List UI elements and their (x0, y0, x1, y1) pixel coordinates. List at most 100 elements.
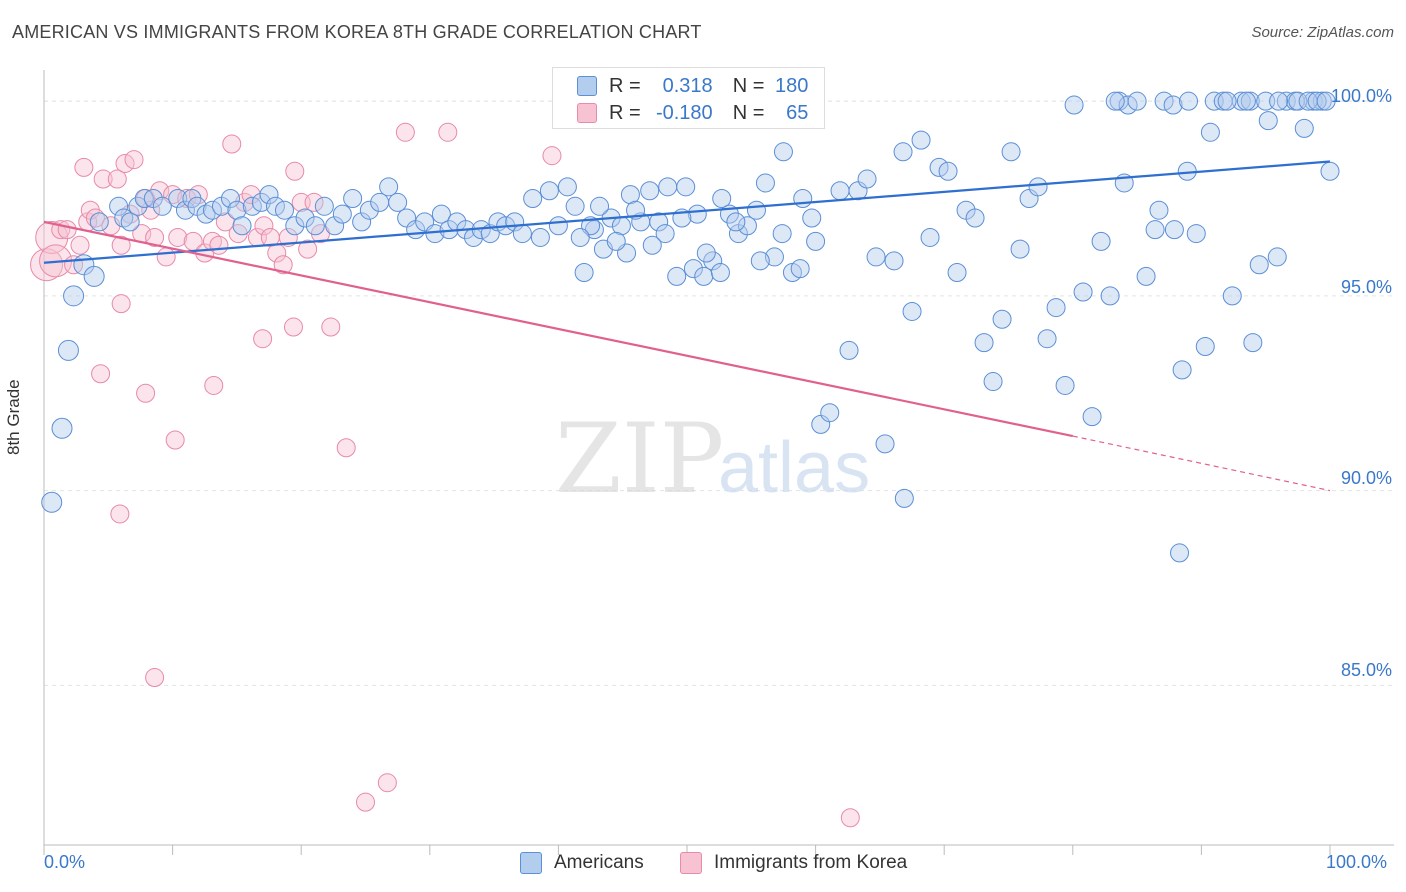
korea-point (111, 294, 131, 314)
american-point (1149, 200, 1169, 220)
american-point (642, 235, 662, 255)
stats-legend: R = 0.318 N = 180 R = -0.180 N = 65 (552, 67, 825, 129)
korea-point (124, 150, 144, 170)
american-point (388, 192, 408, 212)
american-point (352, 212, 372, 232)
american-point (251, 192, 271, 212)
americans-n-value: 180 (775, 74, 809, 97)
legend-item-americans[interactable]: Americans (520, 852, 644, 874)
korea-point (70, 235, 90, 255)
american-point (332, 204, 352, 224)
source-label: Source: ZipAtlas.com (1251, 24, 1394, 41)
american-point (1046, 298, 1066, 318)
american-point (343, 189, 363, 209)
american-point (539, 181, 559, 201)
x-tick-label-100: 100.0% (1326, 852, 1388, 872)
american-point (325, 216, 345, 236)
korea-point (57, 220, 77, 240)
korea-point (145, 227, 165, 247)
americans-trend-line (43, 160, 1331, 264)
y-axis-label: 8th Grade (4, 379, 23, 455)
american-point (802, 208, 822, 228)
american-point (1164, 220, 1184, 240)
korea-point (156, 247, 176, 267)
american-point (894, 488, 914, 508)
trend-lines (43, 160, 1331, 492)
legend-row-americans: R = 0.318 N = 180 (577, 74, 808, 98)
american-point (737, 216, 757, 236)
american-point (1055, 375, 1075, 395)
american-point (667, 266, 687, 286)
american-point (274, 200, 294, 220)
korea-point (377, 773, 397, 793)
korea-point (111, 235, 131, 255)
korea-point (168, 227, 188, 247)
american-point (655, 224, 675, 244)
american-point (570, 227, 590, 247)
r-label: R = (609, 101, 641, 124)
american-point (974, 333, 994, 353)
american-point (431, 204, 451, 224)
american-point (1082, 407, 1102, 427)
korea-point (145, 668, 165, 688)
korea-point (107, 169, 127, 189)
american-point (658, 177, 678, 197)
american-point (590, 196, 610, 216)
series-legend: Americans Immigrants from Korea (0, 852, 1406, 878)
korea-trend-line (43, 220, 1074, 438)
american-point (1064, 95, 1084, 115)
american-point (649, 212, 669, 232)
legend-item-korea[interactable]: Immigrants from Korea (680, 852, 907, 874)
korea-point (254, 216, 274, 236)
american-point (1267, 247, 1287, 267)
korea-point (141, 200, 161, 220)
american-point (1170, 543, 1190, 563)
american-point (83, 265, 105, 287)
american-point (242, 196, 262, 216)
american-point (793, 189, 813, 209)
american-point (620, 185, 640, 205)
american-point (259, 185, 279, 205)
american-point (1105, 91, 1125, 111)
american-point (830, 181, 850, 201)
watermark-zip: ZIP (555, 403, 724, 515)
korea-point (356, 792, 375, 812)
american-point (265, 196, 285, 216)
american-point (1186, 224, 1206, 244)
korea-point (285, 161, 305, 181)
korea-point (321, 317, 341, 337)
american-points (41, 91, 1340, 563)
american-point (512, 224, 532, 244)
american-point (1136, 266, 1156, 286)
american-point (305, 216, 325, 236)
american-point (89, 212, 109, 232)
american-point (755, 173, 775, 193)
american-point (902, 301, 922, 321)
american-point (947, 263, 967, 283)
american-point (1010, 239, 1030, 259)
korea-trend-extension (1072, 435, 1331, 492)
american-point (687, 204, 707, 224)
american-point (1269, 91, 1289, 111)
american-point (750, 251, 770, 271)
american-point (992, 309, 1012, 329)
american-point (696, 243, 716, 263)
american-point (370, 192, 390, 212)
korea-point (93, 169, 113, 189)
american-point (676, 177, 696, 197)
korea-point (336, 438, 356, 458)
american-point (1316, 91, 1336, 111)
american-point (1028, 177, 1048, 197)
americans-legend-swatch (520, 852, 542, 874)
korea-point (298, 239, 318, 259)
korea-point (209, 235, 229, 255)
n-label: N = (732, 101, 765, 124)
x-tick-label-0: 0.0% (44, 852, 86, 872)
korea-point (253, 329, 273, 349)
american-point (1258, 111, 1278, 131)
korea-point (840, 808, 860, 828)
n-label: N = (732, 74, 765, 97)
american-point (379, 177, 399, 197)
korea-point (85, 208, 105, 228)
